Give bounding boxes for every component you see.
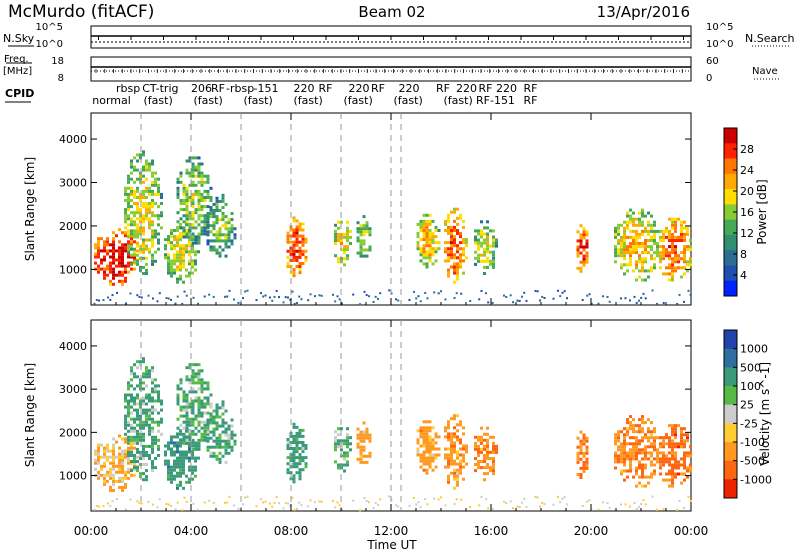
velocity-panel: 1000 2000 3000 4000 Slant Range [km] (23, 319, 692, 512)
freq-panel: Freq. [MHz] 18 8 60 0 Nave (3, 54, 780, 84)
y-tick-label: 3000 (59, 177, 87, 190)
velocity-colorbar: 1000 500 100 25 -25 -100 -500 -1000 (723, 329, 772, 499)
cpid-text: RF (524, 94, 538, 107)
cpid-text: -rbsp (226, 82, 254, 95)
x-tick-label: 16:00 (474, 524, 509, 538)
freq-tick-top: 18 (51, 56, 64, 67)
nsky-tick-top: 10^5 (36, 22, 63, 33)
colorbar-tick-label: 4 (740, 269, 747, 282)
x-tick-label: 04:00 (174, 524, 209, 538)
freq-label-2: [MHz] (3, 66, 32, 77)
freq-tick-bottom: 8 (58, 73, 64, 84)
nsky-right-tick-top: 10^5 (706, 22, 733, 33)
nave-tick-top: 60 (706, 56, 719, 67)
y-tick-label: 4000 (59, 133, 87, 146)
nsky-panel: N.Sky 10^5 10^0 10^5 10^0 N.Search (3, 22, 795, 50)
colorbar-tick-label: 20 (740, 185, 754, 198)
cpid-text: 220 (456, 82, 477, 95)
colorbar-tick-label: 24 (740, 164, 754, 177)
cpid-text: (fast) (344, 94, 373, 107)
beam-title: Beam 02 (358, 3, 425, 21)
y-tick-label: 3000 (59, 383, 87, 396)
cpid-text: CT-trig (142, 82, 178, 95)
cpid-text: (fast) (194, 94, 223, 107)
cpid-text: RF (524, 82, 538, 95)
x-tick-label: 12:00 (374, 524, 409, 538)
colorbar-tick-label: 100 (740, 380, 761, 393)
cpid-text: 220 (399, 82, 420, 95)
power-panel: 1000 2000 3000 4000 Slant Range [km] (23, 112, 692, 306)
station-title: McMurdo (fitACF) (8, 2, 154, 22)
cpid-text: RF (479, 82, 493, 95)
nsky-tick-bottom: 10^0 (36, 39, 63, 50)
power-ylabel: Slant Range [km] (23, 157, 37, 261)
colorbar-tick-label: 28 (740, 143, 754, 156)
cpid-text: 220 (496, 82, 517, 95)
cpid-label: CPID (5, 87, 34, 100)
cpid-text: RF (211, 82, 225, 95)
cpid-text: (fast) (144, 94, 173, 107)
nsearch-label: N.Search (745, 32, 795, 45)
cpid-text: (fast) (444, 94, 473, 107)
velocity-colorbar-label: Velocity [m s^-1] (758, 362, 772, 466)
x-tick-label: 20:00 (574, 524, 609, 538)
colorbar-tick-label: -100 (740, 436, 765, 449)
cpid-text: 220 (294, 82, 315, 95)
power-colorbar-label: Power [dB] (755, 179, 769, 244)
colorbar-tick-label: 16 (740, 206, 754, 219)
colorbar-tick-label: 8 (740, 248, 747, 261)
velocity-axes: 1000 2000 3000 4000 (59, 320, 692, 511)
cpid-text: RF (319, 82, 333, 95)
cpid-text: RF-151 (476, 94, 515, 107)
cpid-text: (fast) (294, 94, 323, 107)
colorbar-tick-label: -500 (740, 455, 765, 468)
date-title: 13/Apr/2016 (597, 3, 690, 21)
nsky-label: N.Sky (3, 32, 35, 45)
y-tick-label: 4000 (59, 340, 87, 353)
x-tick-label: 00:00 (674, 524, 709, 538)
nave-tick-bottom: 0 (706, 73, 712, 84)
power-colorbar: 28 24 20 16 12 8 4 (723, 127, 754, 297)
colorbar-tick-label: 1000 (740, 343, 768, 356)
nave-label: Nave (752, 66, 778, 77)
y-tick-label: 2000 (59, 220, 87, 233)
colorbar-tick-label: 25 (740, 399, 754, 412)
y-tick-label: 1000 (59, 470, 87, 483)
y-tick-label: 1000 (59, 263, 87, 276)
y-tick-label: 2000 (59, 426, 87, 439)
velocity-ylabel: Slant Range [km] (23, 363, 37, 467)
cpid-text: normal (92, 94, 131, 107)
cpid-text: (fast) (394, 94, 423, 107)
cpid-text: (fast) (244, 94, 273, 107)
cpid-text: rbsp (116, 82, 140, 95)
colorbar-tick-label: -1000 (740, 473, 772, 486)
colorbar-tick-label: 500 (740, 361, 761, 374)
x-tick-label: 00:00 (74, 524, 109, 538)
cpid-text: -151 (254, 82, 279, 95)
nsky-trace (91, 35, 691, 43)
cpid-text: RF (436, 82, 450, 95)
velocity-cells (93, 357, 692, 512)
nsky-right-tick-bottom: 10^0 (706, 39, 733, 50)
x-axis-label: Time UT (366, 538, 417, 552)
x-tick-labels: 00:00 04:00 08:00 12:00 16:00 20:00 00:00 (74, 524, 709, 538)
colorbar-tick-label: 12 (740, 227, 754, 240)
freq-label-1: Freq. (4, 54, 29, 65)
cpid-text: 206 (191, 82, 212, 95)
freq-trace (91, 66, 691, 73)
x-tick-label: 08:00 (274, 524, 309, 538)
colorbar-tick-label: -25 (740, 417, 758, 430)
power-cells (93, 150, 692, 306)
cpid-text: 220 (349, 82, 370, 95)
power-axes: 1000 2000 3000 4000 (59, 113, 692, 305)
cpid-text: RF (371, 82, 385, 95)
